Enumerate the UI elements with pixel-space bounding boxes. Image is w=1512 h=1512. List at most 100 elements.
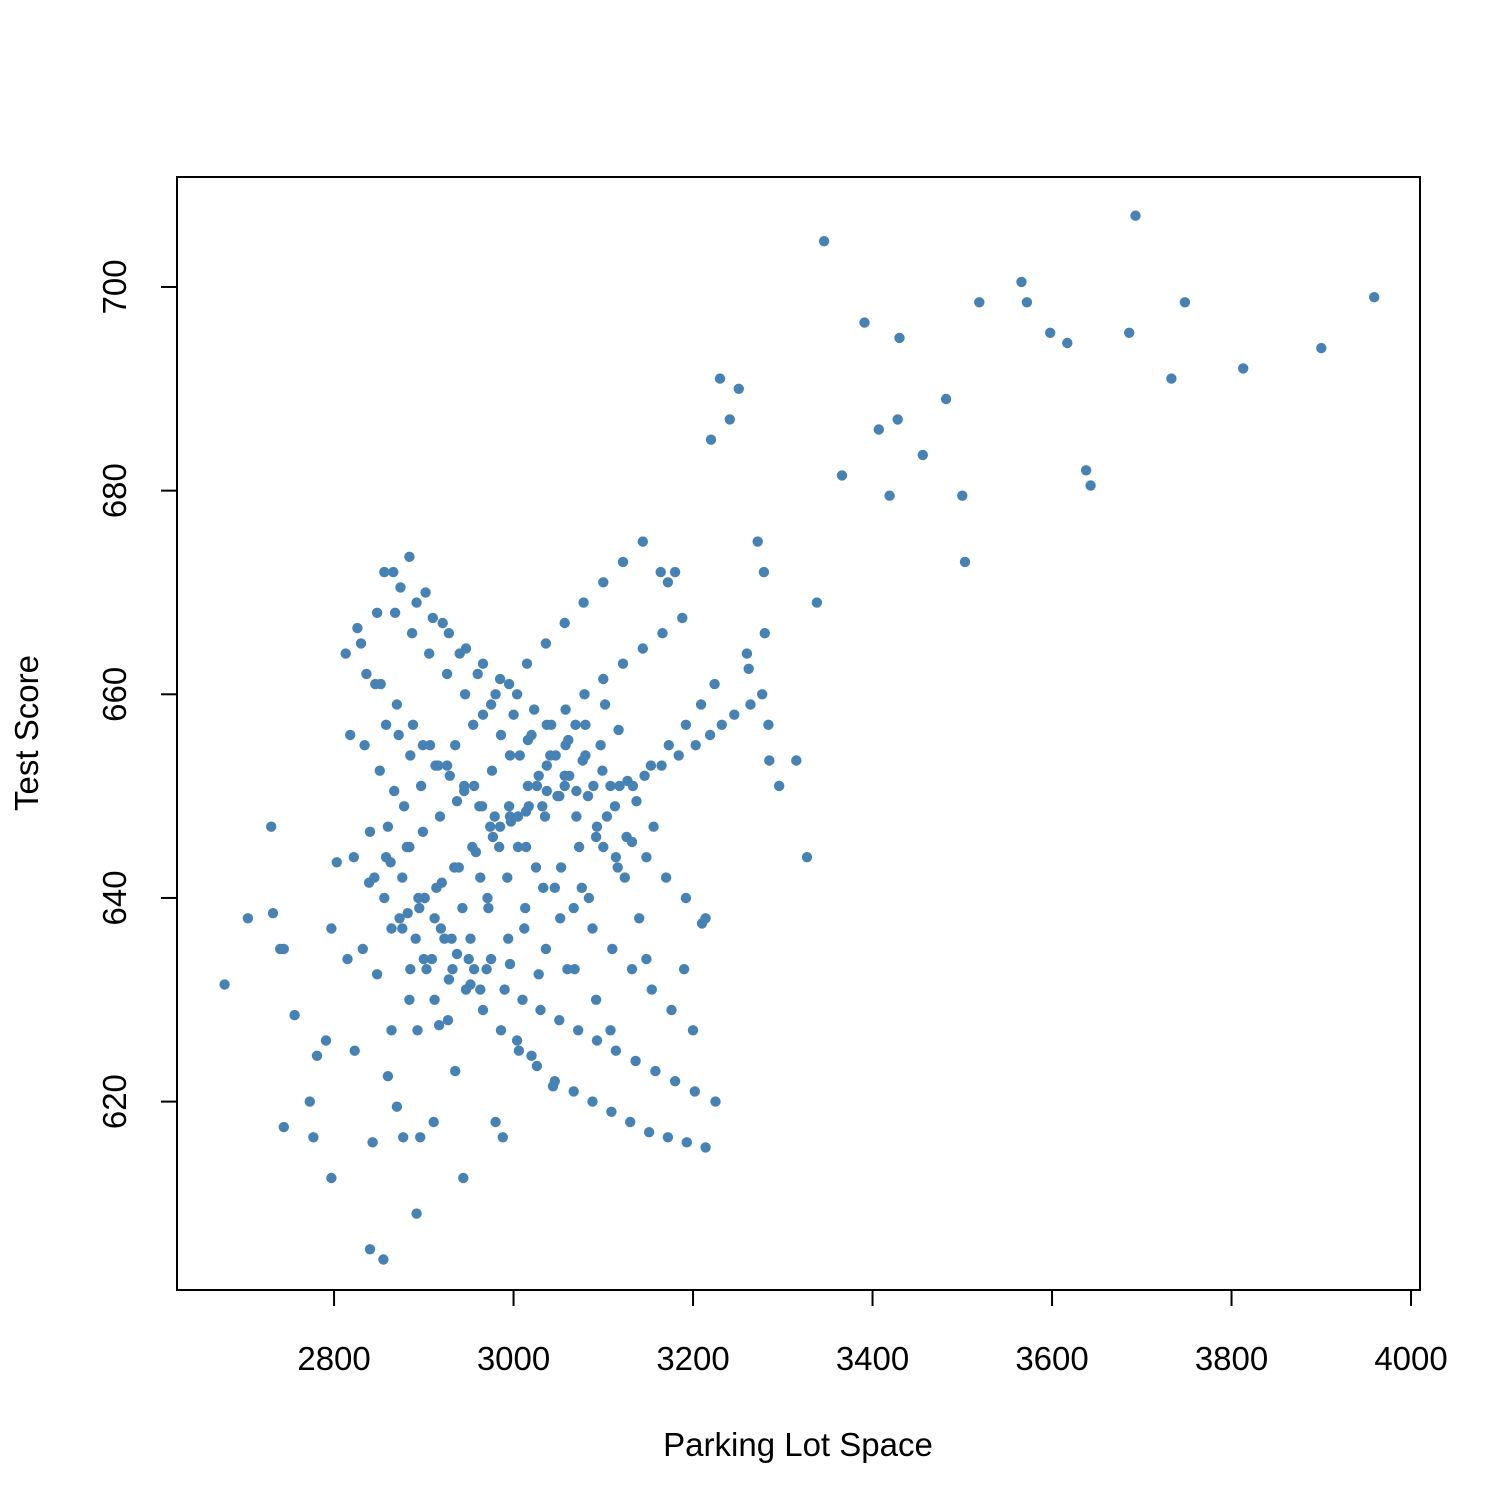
data-point	[511, 1035, 523, 1046]
data-point	[673, 750, 684, 761]
data-point	[591, 821, 603, 832]
data-point	[555, 862, 567, 873]
data-point	[477, 709, 489, 720]
data-point	[514, 750, 525, 761]
data-point	[1238, 363, 1249, 374]
data-point	[523, 801, 534, 812]
data-point	[522, 734, 534, 746]
data-point	[598, 673, 609, 685]
data-point	[364, 826, 376, 837]
x-tick-label: 3600	[1015, 1340, 1088, 1377]
data-point	[379, 566, 390, 578]
data-point	[573, 841, 585, 853]
data-point	[394, 913, 405, 924]
data-point	[1179, 297, 1191, 308]
data-point	[666, 1004, 677, 1016]
data-point	[1085, 480, 1096, 491]
data-point	[468, 780, 480, 792]
data-point	[386, 923, 397, 934]
data-point	[459, 780, 470, 792]
data-point	[569, 964, 580, 975]
data-point	[704, 729, 716, 741]
data-point	[729, 709, 740, 720]
data-point	[439, 933, 450, 944]
data-point	[610, 852, 622, 863]
data-point	[266, 821, 277, 832]
data-point	[382, 821, 394, 832]
data-point	[552, 790, 563, 802]
data-point	[472, 668, 483, 680]
data-point	[451, 796, 463, 807]
data-point	[522, 780, 534, 792]
data-point	[583, 892, 595, 904]
data-point	[645, 760, 657, 771]
data-point	[724, 414, 735, 425]
data-point	[656, 760, 667, 771]
data-point	[414, 902, 425, 914]
data-point	[687, 1025, 699, 1036]
data-point	[415, 780, 427, 792]
data-point	[486, 765, 498, 776]
data-point	[559, 617, 570, 629]
data-points	[219, 210, 1380, 1265]
data-point	[582, 790, 594, 802]
data-point	[612, 862, 623, 873]
data-point	[359, 740, 370, 751]
data-point	[617, 658, 629, 669]
data-point	[811, 597, 823, 608]
data-point	[450, 740, 461, 751]
data-point	[503, 678, 515, 690]
data-point	[562, 964, 573, 975]
data-point	[417, 740, 429, 751]
data-point	[733, 383, 744, 394]
data-point	[1080, 465, 1092, 476]
data-point	[590, 994, 602, 1005]
data-point	[411, 1208, 422, 1219]
data-point	[577, 755, 588, 766]
data-point	[371, 607, 383, 618]
data-point	[441, 668, 453, 680]
y-tick-label: 700	[96, 259, 133, 314]
data-point	[621, 831, 632, 843]
data-point	[378, 1254, 389, 1265]
data-point	[669, 566, 681, 578]
data-point	[716, 719, 727, 730]
data-point	[535, 1004, 546, 1016]
data-point	[308, 1132, 319, 1143]
data-point	[1124, 327, 1135, 338]
data-point	[643, 1127, 655, 1138]
data-point	[426, 953, 438, 965]
data-point	[538, 882, 549, 893]
data-point	[451, 948, 463, 960]
data-point	[957, 490, 968, 501]
data-point	[637, 536, 648, 547]
data-point	[836, 470, 848, 481]
data-point	[397, 923, 408, 934]
data-point	[424, 740, 436, 751]
data-point	[1062, 337, 1073, 349]
data-point	[579, 689, 590, 700]
data-point	[568, 1086, 579, 1097]
data-point	[892, 414, 903, 425]
data-point	[320, 1035, 332, 1046]
y-tick-label: 640	[96, 870, 133, 925]
x-tick-label: 3000	[477, 1340, 550, 1377]
data-point	[485, 821, 496, 832]
data-point	[884, 490, 895, 501]
data-point	[410, 933, 421, 944]
x-tick-label: 3400	[836, 1340, 909, 1377]
data-point	[278, 1121, 289, 1133]
data-point	[563, 734, 574, 746]
data-point	[375, 678, 386, 690]
data-point	[680, 892, 692, 904]
data-point	[460, 643, 472, 654]
data-point	[743, 663, 754, 674]
data-point	[494, 673, 506, 685]
data-point	[444, 770, 455, 781]
x-axis-title: Parking Lot Space	[663, 1426, 933, 1463]
data-point	[407, 719, 419, 730]
data-point	[663, 740, 674, 751]
data-point	[791, 755, 802, 766]
data-point	[745, 699, 756, 710]
data-point	[662, 1132, 674, 1143]
